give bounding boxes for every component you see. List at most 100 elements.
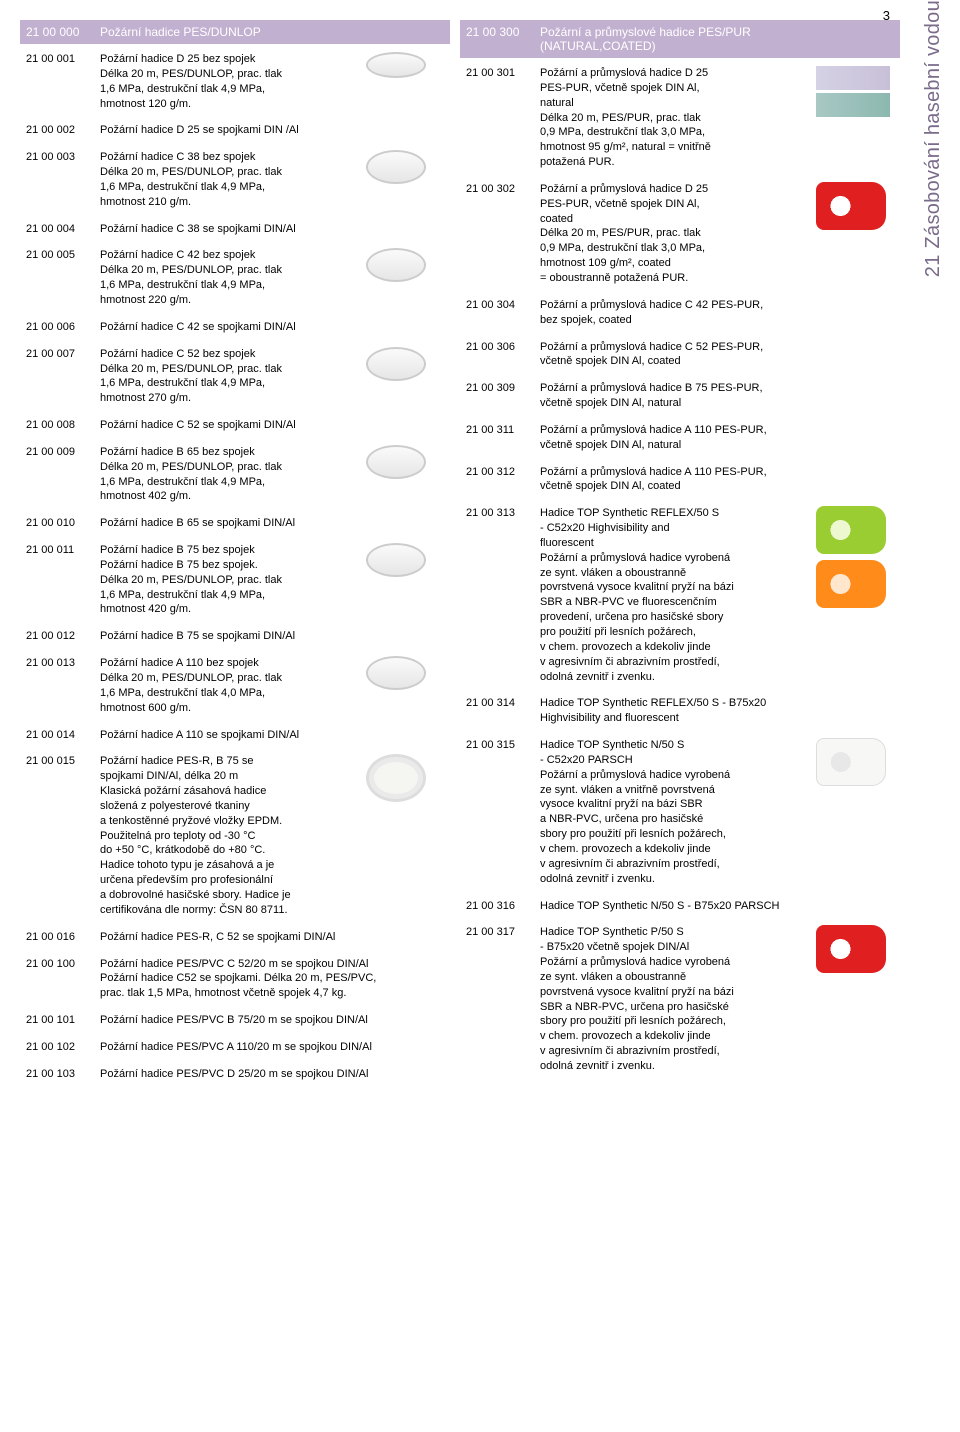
- catalog-row: 21 00 002Požární hadice D 25 se spojkami…: [20, 121, 450, 148]
- hose-oval-image: [366, 248, 426, 282]
- item-code: 21 00 306: [466, 340, 540, 355]
- item-description: Požární hadice D 25 bez spojek Délka 20 …: [100, 52, 366, 111]
- item-description: Požární hadice PES-R, B 75 se spojkami D…: [100, 754, 366, 917]
- hose-roll-image: [816, 738, 886, 786]
- item-image-box: [816, 925, 894, 973]
- hose-oval-image: [366, 445, 426, 479]
- hose-oval-image: [366, 543, 426, 577]
- catalog-row: 21 00 006Požární hadice C 42 se spojkami…: [20, 318, 450, 345]
- catalog-row: 21 00 011Požární hadice B 75 bez spojek …: [20, 541, 450, 627]
- item-description: Požární a průmyslová hadice C 52 PES-PUR…: [540, 340, 894, 370]
- item-code: 21 00 100: [26, 957, 100, 972]
- right-header-title: Požární a průmyslové hadice PES/PUR (NAT…: [540, 25, 751, 53]
- item-description: Požární hadice A 110 se spojkami DIN/Al: [100, 728, 444, 743]
- catalog-row: 21 00 314Hadice TOP Synthetic REFLEX/50 …: [460, 694, 900, 736]
- left-header-code: 21 00 000: [26, 25, 100, 39]
- item-image-box: [816, 738, 894, 786]
- item-description: Požární hadice C 42 bez spojek Délka 20 …: [100, 248, 366, 307]
- item-description: Požární hadice C 52 se spojkami DIN/Al: [100, 418, 444, 433]
- hose-oval-image: [366, 347, 426, 381]
- hose-oval-image: [366, 150, 426, 184]
- item-image-box: [366, 347, 444, 381]
- item-image-box: [366, 543, 444, 577]
- item-description: Požární a průmyslová hadice B 75 PES-PUR…: [540, 381, 894, 411]
- catalog-row: 21 00 008Požární hadice C 52 se spojkami…: [20, 416, 450, 443]
- side-tab-label: 21 Zásobování hasební vodou: [922, 0, 945, 307]
- catalog-row: 21 00 311Požární a průmyslová hadice A 1…: [460, 421, 900, 463]
- item-image-box: [366, 656, 444, 690]
- hose-oval-image: [366, 656, 426, 690]
- catalog-row: 21 00 100Požární hadice PES/PVC C 52/20 …: [20, 955, 450, 1012]
- side-tab: 21 Zásobování hasební vodou: [906, 0, 960, 1432]
- item-code: 21 00 010: [26, 516, 100, 531]
- item-description: Požární hadice B 75 se spojkami DIN/Al: [100, 629, 444, 644]
- page-number: 3: [883, 8, 890, 23]
- catalog-row: 21 00 309Požární a průmyslová hadice B 7…: [460, 379, 900, 421]
- item-code: 21 00 103: [26, 1067, 100, 1082]
- columns: 21 00 000 Požární hadice PES/DUNLOP 21 0…: [20, 20, 960, 1412]
- catalog-row: 21 00 302Požární a průmyslová hadice D 2…: [460, 180, 900, 296]
- item-code: 21 00 313: [466, 506, 540, 521]
- catalog-row: 21 00 315Hadice TOP Synthetic N/50 S - C…: [460, 736, 900, 896]
- catalog-row: 21 00 010Požární hadice B 65 se spojkami…: [20, 514, 450, 541]
- item-description: Požární a průmyslová hadice C 42 PES-PUR…: [540, 298, 894, 328]
- catalog-row: 21 00 015Požární hadice PES-R, B 75 se s…: [20, 752, 450, 927]
- item-code: 21 00 004: [26, 222, 100, 237]
- item-code: 21 00 013: [26, 656, 100, 671]
- hose-coil-image: [366, 754, 426, 802]
- item-description: Požární hadice C 52 bez spojek Délka 20 …: [100, 347, 366, 406]
- catalog-row: 21 00 013Požární hadice A 110 bez spojek…: [20, 654, 450, 725]
- item-code: 21 00 014: [26, 728, 100, 743]
- item-code: 21 00 301: [466, 66, 540, 81]
- item-code: 21 00 316: [466, 899, 540, 914]
- item-image-box: [366, 445, 444, 479]
- item-image-box: [366, 52, 444, 78]
- item-code: 21 00 011: [26, 543, 100, 558]
- left-header-title: Požární hadice PES/DUNLOP: [100, 25, 261, 39]
- item-image-box: [366, 754, 444, 802]
- item-description: Požární hadice PES/PVC A 110/20 m se spo…: [100, 1040, 444, 1055]
- item-code: 21 00 002: [26, 123, 100, 138]
- item-code: 21 00 005: [26, 248, 100, 263]
- catalog-row: 21 00 009Požární hadice B 65 bez spojek …: [20, 443, 450, 514]
- item-code: 21 00 309: [466, 381, 540, 396]
- item-code: 21 00 009: [26, 445, 100, 460]
- item-description: Hadice TOP Synthetic N/50 S - C52x20 PAR…: [540, 738, 816, 886]
- item-code: 21 00 302: [466, 182, 540, 197]
- item-code: 21 00 001: [26, 52, 100, 67]
- hose-oval-image: [366, 52, 426, 78]
- item-description: Požární a průmyslová hadice A 110 PES-PU…: [540, 423, 894, 453]
- catalog-row: 21 00 301Požární a průmyslová hadice D 2…: [460, 64, 900, 180]
- item-code: 21 00 006: [26, 320, 100, 335]
- left-section-header: 21 00 000 Požární hadice PES/DUNLOP: [20, 20, 450, 44]
- item-description: Požární hadice PES/PVC D 25/20 m se spoj…: [100, 1067, 444, 1082]
- item-code: 21 00 311: [466, 423, 540, 438]
- item-description: Požární hadice PES-R, C 52 se spojkami D…: [100, 930, 444, 945]
- catalog-row: 21 00 007Požární hadice C 52 bez spojek …: [20, 345, 450, 416]
- item-description: Požární hadice B 75 bez spojek Požární h…: [100, 543, 366, 617]
- hose-roll-image: [816, 925, 886, 973]
- item-code: 21 00 007: [26, 347, 100, 362]
- item-code: 21 00 315: [466, 738, 540, 753]
- catalog-row: 21 00 005Požární hadice C 42 bez spojek …: [20, 246, 450, 317]
- item-image-box: [816, 182, 894, 230]
- item-description: Hadice TOP Synthetic REFLEX/50 S - B75x2…: [540, 696, 894, 726]
- catalog-row: 21 00 304Požární a průmyslová hadice C 4…: [460, 296, 900, 338]
- item-description: Požární hadice C 38 se spojkami DIN/Al: [100, 222, 444, 237]
- catalog-row: 21 00 102Požární hadice PES/PVC A 110/20…: [20, 1038, 450, 1065]
- item-description: Hadice TOP Synthetic N/50 S - B75x20 PAR…: [540, 899, 894, 914]
- item-description: Požární hadice D 25 se spojkami DIN /Al: [100, 123, 444, 138]
- catalog-row: 21 00 016Požární hadice PES-R, C 52 se s…: [20, 928, 450, 955]
- hose-swatch-image: [816, 66, 894, 117]
- item-code: 21 00 314: [466, 696, 540, 711]
- catalog-row: 21 00 306Požární a průmyslová hadice C 5…: [460, 338, 900, 380]
- catalog-row: 21 00 003Požární hadice C 38 bez spojek …: [20, 148, 450, 219]
- item-description: Požární hadice A 110 bez spojek Délka 20…: [100, 656, 366, 715]
- item-code: 21 00 312: [466, 465, 540, 480]
- catalog-row: 21 00 312Požární a průmyslová hadice A 1…: [460, 463, 900, 505]
- item-code: 21 00 016: [26, 930, 100, 945]
- catalog-row: 21 00 001Požární hadice D 25 bez spojek …: [20, 50, 450, 121]
- item-description: Hadice TOP Synthetic P/50 S - B75x20 vče…: [540, 925, 816, 1073]
- item-image-box: [816, 506, 894, 608]
- hose-roll-image: [816, 182, 886, 230]
